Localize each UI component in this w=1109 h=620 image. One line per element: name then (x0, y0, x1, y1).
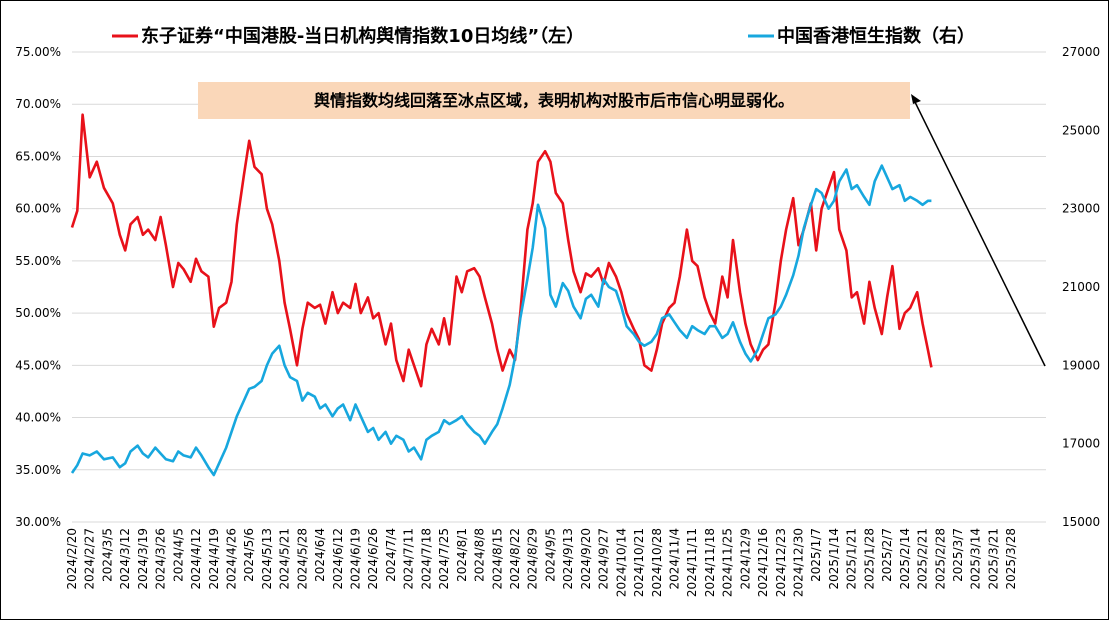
x-tick-label: 2024/7/25 (437, 528, 451, 590)
x-tick-label: 2024/4/19 (207, 528, 221, 590)
x-tick-label: 2024/8/22 (508, 528, 522, 590)
x-tick-label: 2024/11/25 (721, 528, 735, 597)
x-tick-label: 2024/8/29 (526, 528, 540, 590)
x-tick-label: 2024/8/8 (473, 528, 487, 582)
x-tick-label: 2024/5/6 (242, 528, 256, 582)
left-tick-label: 45.00% (15, 358, 61, 372)
x-tick-label: 2024/7/4 (384, 528, 398, 582)
x-tick-label: 2024/8/15 (490, 528, 504, 590)
left-tick-label: 55.00% (15, 254, 61, 268)
x-tick-label: 2024/8/1 (455, 528, 469, 582)
x-tick-label: 2024/5/28 (295, 528, 309, 590)
x-tick-label: 2024/4/26 (224, 528, 238, 590)
x-tick-label: 2024/9/20 (579, 528, 593, 590)
grid-lines (72, 51, 1046, 523)
left-axis-ticks: 30.00% 35.00% 40.00% 45.00% 50.00% 55.00% 60.0… (15, 45, 61, 529)
right-tick-label: 25000 (1062, 123, 1100, 137)
x-tick-label: 2024/9/13 (561, 528, 575, 590)
right-tick-label: 17000 (1062, 437, 1100, 451)
x-tick-label: 2024/12/9 (738, 528, 752, 590)
x-tick-label: 2024/12/30 (792, 528, 806, 597)
x-tick-label: 2024/3/19 (136, 528, 150, 590)
legend-label-left: 东子证券“中国港股-当日机构舆情指数10日均线”（左） (141, 25, 584, 47)
x-tick-label: 2024/4/12 (189, 528, 203, 590)
x-tick-label: 2024/3/5 (100, 528, 114, 582)
x-tick-label: 2025/1/7 (809, 528, 823, 582)
x-tick-label: 2024/7/11 (402, 528, 416, 590)
x-tick-label: 2024/2/20 (65, 528, 79, 590)
annotation-arrow (912, 97, 1046, 367)
legend: 东子证券“中国港股-当日机构舆情指数10日均线”（左） 中国香港恒生指数（右） (112, 25, 975, 47)
x-tick-label: 2024/9/27 (597, 528, 611, 590)
x-tick-label: 2025/1/14 (827, 528, 841, 590)
x-tick-label: 2025/1/28 (862, 528, 876, 590)
x-tick-label: 2024/3/12 (118, 528, 132, 590)
x-tick-label: 2024/6/4 (313, 528, 327, 582)
x-tick-label: 2024/3/26 (154, 528, 168, 590)
x-tick-label: 2024/5/13 (260, 528, 274, 590)
annotation: 舆情指数均线回落至冰点区域，表明机构对股市后市信心明显弱化。 (198, 82, 1046, 367)
x-tick-label: 2024/2/27 (83, 528, 97, 590)
right-tick-label: 21000 (1062, 280, 1100, 294)
annotation-box (198, 82, 910, 119)
x-tick-label: 2025/3/21 (986, 528, 1000, 590)
x-tick-label: 2025/3/28 (1004, 528, 1018, 590)
left-tick-label: 35.00% (15, 463, 61, 477)
x-tick-label: 2024/7/18 (419, 528, 433, 590)
legend-label-right: 中国香港恒生指数（右） (777, 25, 975, 47)
annotation-text: 舆情指数均线回落至冰点区域，表明机构对股市后市信心明显弱化。 (314, 91, 794, 110)
left-tick-label: 60.00% (15, 202, 61, 216)
x-axis-ticks: 2024/2/20 2024/2/27 2024/3/5 2024/3/12 2024/… (65, 528, 1018, 597)
x-tick-label: 2025/2/7 (880, 528, 894, 582)
right-tick-label: 15000 (1062, 515, 1100, 529)
x-tick-label: 2025/1/21 (845, 528, 859, 590)
x-tick-label: 2024/6/26 (366, 528, 380, 590)
x-tick-label: 2025/2/28 (933, 528, 947, 590)
series-line-right (70, 164, 932, 477)
left-tick-label: 30.00% (15, 515, 61, 529)
left-tick-label: 40.00% (15, 411, 61, 425)
left-tick-label: 70.00% (15, 97, 61, 111)
x-tick-label: 2024/9/5 (543, 528, 557, 582)
x-tick-label: 2025/2/14 (898, 528, 912, 590)
x-tick-label: 2024/5/21 (278, 528, 292, 590)
x-tick-label: 2024/12/16 (756, 528, 770, 597)
series-lines (70, 113, 933, 477)
series-line-left (70, 113, 933, 388)
x-tick-label: 2024/12/23 (774, 528, 788, 597)
left-tick-label: 65.00% (15, 149, 61, 163)
right-tick-label: 27000 (1062, 45, 1100, 59)
annotation-arrowhead (911, 94, 921, 104)
x-tick-label: 2024/4/5 (171, 528, 185, 582)
x-tick-label: 2024/11/18 (703, 528, 717, 597)
x-tick-label: 2025/3/14 (969, 528, 983, 590)
x-tick-label: 2025/3/7 (951, 528, 965, 582)
x-tick-label: 2024/10/21 (632, 528, 646, 597)
x-tick-label: 2024/6/12 (331, 528, 345, 590)
right-tick-label: 23000 (1062, 202, 1100, 216)
x-tick-label: 2024/6/19 (349, 528, 363, 590)
x-tick-label: 2024/10/14 (614, 528, 628, 597)
x-tick-label: 2024/11/4 (667, 528, 681, 590)
left-tick-label: 50.00% (15, 306, 61, 320)
right-axis-ticks: 15000 17000 19000 21000 23000 25000 27000 (1062, 45, 1100, 529)
right-tick-label: 19000 (1062, 358, 1100, 372)
x-tick-label: 2025/2/21 (916, 528, 930, 590)
left-tick-label: 75.00% (15, 45, 61, 59)
x-tick-label: 2024/10/28 (650, 528, 664, 597)
x-tick-label: 2024/11/11 (685, 528, 699, 597)
